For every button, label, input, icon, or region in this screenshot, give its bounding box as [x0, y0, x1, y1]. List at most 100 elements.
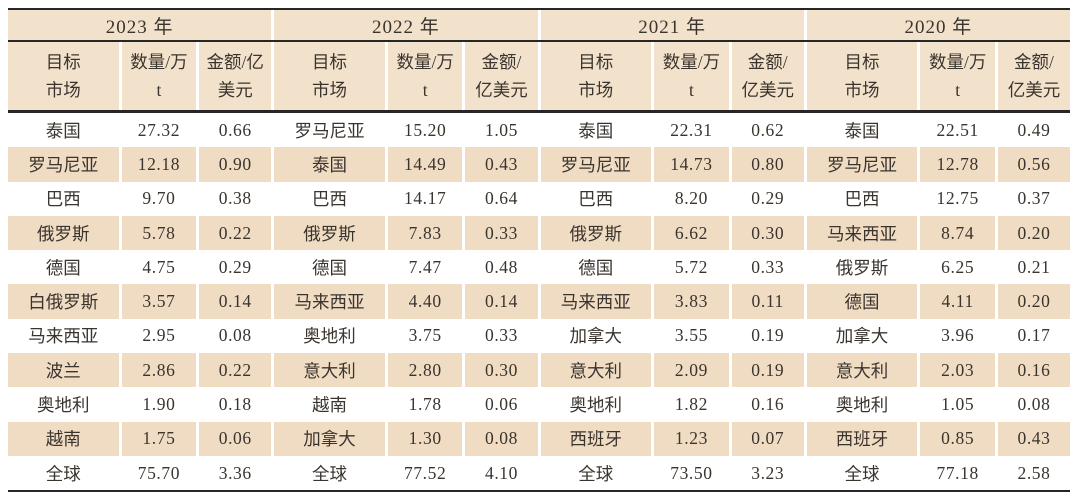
- quantity-cell: 3.55: [654, 318, 729, 354]
- market-cell: 泰国: [274, 147, 385, 182]
- market-cell: 罗马尼亚: [8, 147, 119, 182]
- year-header: 2023 年: [8, 10, 272, 40]
- amount-cell: 4.10: [465, 455, 538, 491]
- quantity-cell: 1.90: [121, 387, 197, 422]
- quantity-cell: 3.83: [654, 284, 729, 319]
- quantity-cell: 8.20: [654, 181, 729, 216]
- amount-cell: 0.33: [731, 250, 804, 285]
- market-cell: 白俄罗斯: [8, 284, 119, 319]
- amount-cell: 0.33: [465, 318, 538, 354]
- market-cell: 泰国: [540, 113, 652, 148]
- amount-cell: 0.66: [199, 113, 272, 148]
- quantity-cell: 1.82: [654, 387, 729, 422]
- market-cell: 俄罗斯: [8, 215, 119, 251]
- market-cell: 德国: [806, 284, 918, 319]
- quantity-cell: 77.18: [920, 455, 995, 491]
- header-body-divider: [8, 110, 1070, 113]
- market-cell: 马来西亚: [540, 284, 652, 319]
- quantity-cell: 2.86: [121, 353, 197, 388]
- market-cell: 奥地利: [8, 387, 119, 422]
- amount-cell: 3.23: [731, 455, 804, 491]
- amount-cell: 0.43: [465, 147, 538, 182]
- market-cell: 马来西亚: [8, 318, 119, 354]
- market-cell: 意大利: [806, 353, 918, 388]
- quantity-cell: 3.57: [121, 284, 197, 319]
- quantity-cell: 12.75: [920, 181, 995, 216]
- year-header: 2022 年: [274, 10, 538, 40]
- market-cell: 罗马尼亚: [806, 147, 918, 182]
- market-cell: 巴西: [274, 181, 385, 216]
- amount-header: 金额/亿 美元: [199, 42, 272, 110]
- market-cell: 德国: [8, 250, 119, 285]
- quantity-header: 数量/万 t: [121, 42, 197, 110]
- market-cell: 巴西: [8, 181, 119, 216]
- quantity-cell: 2.95: [121, 318, 197, 354]
- amount-cell: 0.30: [465, 353, 538, 388]
- amount-cell: 0.16: [997, 353, 1070, 388]
- market-cell: 德国: [540, 250, 652, 285]
- year-header-divider: [8, 40, 1070, 42]
- market-cell: 奥地利: [540, 387, 652, 422]
- quantity-cell: 6.62: [654, 215, 729, 251]
- amount-cell: 0.06: [199, 421, 272, 456]
- market-cell: 罗马尼亚: [274, 113, 385, 148]
- market-cell: 全球: [274, 455, 385, 491]
- quantity-cell: 1.05: [920, 387, 995, 422]
- market-cell: 巴西: [540, 181, 652, 216]
- quantity-cell: 1.23: [654, 421, 729, 456]
- market-cell: 加拿大: [274, 421, 385, 456]
- quantity-cell: 3.96: [920, 318, 995, 354]
- amount-cell: 0.07: [731, 421, 804, 456]
- export-markets-table: 2023 年 2022 年 2021 年 2020 年 目标 市场 数量/万 t 金额/亿…: [8, 8, 1070, 493]
- amount-cell: 0.38: [199, 181, 272, 216]
- amount-cell: 0.90: [199, 147, 272, 182]
- quantity-cell: 8.74: [920, 215, 995, 251]
- quantity-cell: 1.30: [387, 421, 463, 456]
- amount-cell: 0.08: [997, 387, 1070, 422]
- amount-cell: 0.21: [997, 250, 1070, 285]
- market-cell: 全球: [8, 455, 119, 491]
- table-top-border: [8, 8, 1070, 10]
- amount-cell: 0.11: [731, 284, 804, 319]
- market-cell: 加拿大: [806, 318, 918, 354]
- amount-header: 金额/ 亿美元: [465, 42, 538, 110]
- amount-header: 金额/ 亿美元: [997, 42, 1070, 110]
- amount-cell: 0.08: [465, 421, 538, 456]
- quantity-cell: 7.83: [387, 215, 463, 251]
- quantity-cell: 22.31: [654, 113, 729, 148]
- market-cell: 德国: [274, 250, 385, 285]
- market-cell: 全球: [806, 455, 918, 491]
- quantity-header: 数量/万 t: [387, 42, 463, 110]
- amount-cell: 0.29: [199, 250, 272, 285]
- quantity-cell: 9.70: [121, 181, 197, 216]
- quantity-cell: 22.51: [920, 113, 995, 148]
- quantity-cell: 12.18: [121, 147, 197, 182]
- quantity-cell: 5.72: [654, 250, 729, 285]
- quantity-cell: 14.73: [654, 147, 729, 182]
- quantity-cell: 4.75: [121, 250, 197, 285]
- quantity-header: 数量/万 t: [920, 42, 995, 110]
- amount-cell: 0.14: [465, 284, 538, 319]
- market-cell: 马来西亚: [806, 215, 918, 251]
- amount-cell: 1.05: [465, 113, 538, 148]
- market-cell: 意大利: [274, 353, 385, 388]
- amount-cell: 0.64: [465, 181, 538, 216]
- quantity-cell: 4.40: [387, 284, 463, 319]
- year-header: 2020 年: [806, 10, 1070, 40]
- market-cell: 俄罗斯: [274, 215, 385, 251]
- quantity-cell: 27.32: [121, 113, 197, 148]
- year-header: 2021 年: [540, 10, 804, 40]
- table-bottom-border: [8, 490, 1070, 493]
- quantity-cell: 75.70: [121, 455, 197, 491]
- amount-cell: 0.19: [731, 353, 804, 388]
- quantity-cell: 4.11: [920, 284, 995, 319]
- quantity-cell: 0.85: [920, 421, 995, 456]
- quantity-cell: 14.49: [387, 147, 463, 182]
- quantity-cell: 2.80: [387, 353, 463, 388]
- market-cell: 泰国: [806, 113, 918, 148]
- quantity-cell: 14.17: [387, 181, 463, 216]
- market-cell: 泰国: [8, 113, 119, 148]
- quantity-cell: 7.47: [387, 250, 463, 285]
- amount-cell: 0.20: [997, 215, 1070, 251]
